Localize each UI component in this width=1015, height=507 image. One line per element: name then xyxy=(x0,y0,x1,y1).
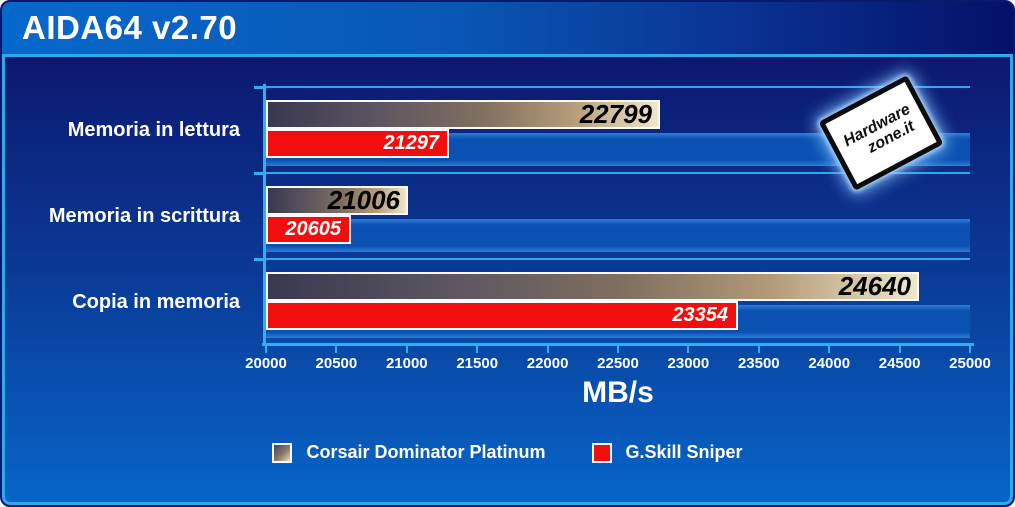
category-axis: Memoria in lettura Memoria in scrittura Co… xyxy=(2,87,252,345)
x-tick-label: 22000 xyxy=(526,355,569,372)
gskill-value-label: 20605 xyxy=(285,218,341,240)
legend-label-corsair: Corsair Dominator Platinum xyxy=(306,442,546,462)
legend-item-corsair: Corsair Dominator Platinum xyxy=(272,442,546,463)
category-label: Memoria in scrittura xyxy=(48,205,240,227)
x-axis-title: MB/s xyxy=(582,376,654,409)
x-tick-label: 25000 xyxy=(949,355,991,372)
x-tick-label: 24000 xyxy=(808,355,851,372)
x-axis-tick xyxy=(828,346,831,353)
corsair-value-label: 21006 xyxy=(327,185,400,215)
x-tick-label: 23500 xyxy=(737,355,780,372)
page-title: AIDA64 v2.70 xyxy=(22,9,238,46)
x-axis-tick xyxy=(265,346,267,353)
x-tick-label: 20500 xyxy=(315,355,358,372)
y-axis-line xyxy=(263,84,266,346)
legend-swatch-corsair xyxy=(272,442,293,463)
x-axis-tick xyxy=(617,346,619,353)
x-axis-tick xyxy=(898,346,901,353)
gridline xyxy=(266,172,970,174)
x-axis-tick xyxy=(476,346,479,353)
corsair-bar: 22799 xyxy=(266,100,660,129)
corsair-value-label: 24640 xyxy=(838,271,911,301)
x-axis-tick xyxy=(687,346,690,353)
legend-item-gskill: G.Skill Sniper xyxy=(591,442,743,463)
x-tick-label: 24500 xyxy=(878,355,921,372)
x-tick-label: 22500 xyxy=(597,355,639,372)
gridline xyxy=(266,86,970,88)
category-label: Memoria in lettura xyxy=(67,119,240,141)
gskill-value-label: 21297 xyxy=(383,132,439,154)
gskill-value-label: 23354 xyxy=(672,304,728,326)
gridline xyxy=(266,258,970,260)
row-band xyxy=(266,219,970,252)
x-axis-tick xyxy=(969,346,971,353)
category-label: Copia in memoria xyxy=(72,291,240,313)
gskill-bar: 23354 xyxy=(266,301,738,330)
x-axis-tick xyxy=(405,346,408,353)
x-tick-label: 23000 xyxy=(667,355,710,372)
x-axis-tick xyxy=(546,346,549,353)
corsair-bar: 21006 xyxy=(266,186,408,215)
x-axis-tick xyxy=(757,346,760,353)
corsair-value-label: 22799 xyxy=(579,99,652,129)
y-axis-tick xyxy=(254,172,264,175)
legend-label-gskill: G.Skill Sniper xyxy=(625,442,743,462)
gskill-bar: 21297 xyxy=(266,129,449,158)
x-tick-label: 21500 xyxy=(456,355,499,372)
legend-swatch-gskill xyxy=(591,442,612,463)
title-bar: AIDA64 v2.70 xyxy=(2,2,1013,54)
y-axis-tick xyxy=(254,86,264,89)
legend: Corsair Dominator Platinum G.Skill Snipe… xyxy=(2,442,1013,463)
x-axis-line xyxy=(262,343,974,346)
gskill-bar: 20605 xyxy=(266,215,351,244)
x-tick-label: 21000 xyxy=(385,355,428,372)
corsair-bar: 24640 xyxy=(266,272,919,301)
x-tick-label: 20000 xyxy=(245,355,287,372)
x-axis-tick xyxy=(335,346,338,353)
y-axis-tick xyxy=(254,258,264,261)
